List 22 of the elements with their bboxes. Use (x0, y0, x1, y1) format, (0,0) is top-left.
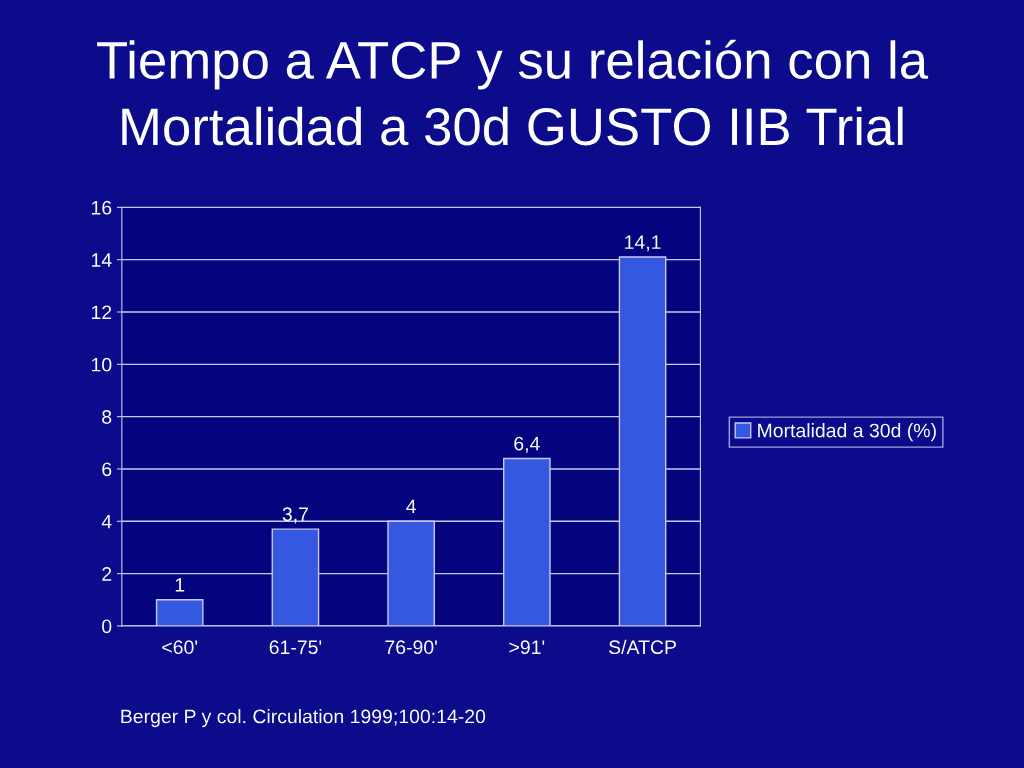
chart-title: Tiempo a ATCP y su relación con la Mortalidad a 30d GUSTO IIB Trial (97, 39, 929, 146)
y-tick-label: 10 (91, 357, 112, 372)
y-tick-label: 16 (91, 200, 112, 215)
text: Berger P y col. Circulation 1999;100:14-20 (121, 709, 486, 728)
x-tick-label: 61-75' (269, 640, 322, 655)
x-tick-label: >91' (509, 640, 545, 655)
x-tick-label: 76-90' (385, 640, 437, 655)
y-tick-label: 0 (102, 619, 112, 634)
y-tick-label: 12 (91, 305, 112, 320)
legend-label: Mortalidad a 30d (%) (758, 423, 936, 442)
y-tick-label: 6 (102, 462, 112, 477)
data-label: 1 (175, 578, 185, 592)
x-tick-label: S/ATCP (609, 639, 676, 655)
y-tick-label: 2 (102, 567, 112, 581)
y-tick-label: 14 (91, 253, 112, 267)
data-label: 3,7 (282, 507, 308, 524)
y-tick-label: 4 (101, 514, 112, 529)
data-label: 6,4 (514, 436, 540, 453)
x-tick-label: <60' (162, 640, 198, 655)
y-tick-label: 8 (102, 410, 112, 424)
data-label: 4 (406, 499, 416, 514)
data-label: 14,1 (625, 235, 661, 252)
